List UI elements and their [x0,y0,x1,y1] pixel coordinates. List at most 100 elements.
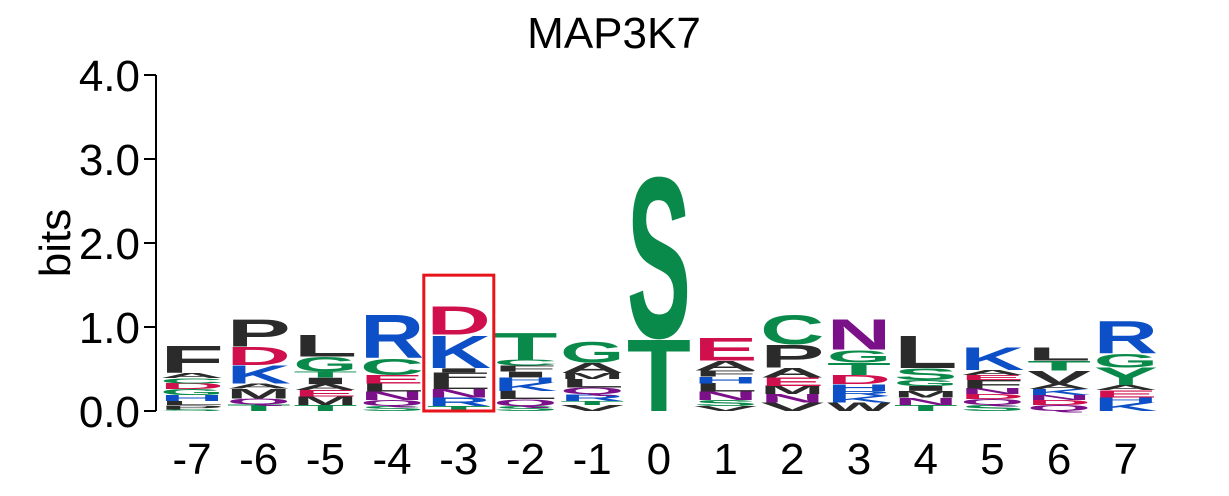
logo-letter: T [293,370,357,379]
logo-letter: E [694,331,758,367]
logo-letter: H [160,394,224,403]
x-tick-label: 3 [847,435,871,484]
logo-letter: C [494,358,558,367]
logo-letter: S [360,405,424,413]
logo-letter: N [427,387,491,400]
highlight-box [422,273,496,413]
logo-letter: F [427,370,491,383]
logo-letter: E [1094,388,1158,400]
x-tick-label: -3 [439,435,478,484]
logo-letter: W [827,401,891,414]
logo-letter: L [427,379,491,392]
x-tick-label: 5 [980,435,1004,484]
logo-letter: N [760,392,824,405]
logo-letter: M [227,386,291,402]
logo-letter: Q [360,399,424,408]
y-axis-ticks: 0.0 1.0 2.0 3.0 4.0 [79,52,156,437]
letter-stacks: SPLHGDCAFTQMAKDPTMEAITGLSQNLECRTRNLFIKDS… [160,131,1158,433]
logo-letter: I [494,370,558,379]
logo-letter: N [894,396,958,408]
logo-letter: L [894,327,958,379]
logo-letter: N [694,390,758,403]
logo-letter: F [160,339,224,382]
logo-letter: G [160,388,224,397]
logo-letter: C [160,377,224,385]
x-tick-label: 0 [647,435,671,484]
logo-letter: A [293,383,357,392]
x-tick-label: 6 [1047,435,1071,484]
logo-letter: D [160,382,224,391]
logo-letter: A [1027,383,1091,391]
logo-letter: I [427,367,491,374]
logo-letter: A [760,365,824,380]
logo-letter: D [427,298,491,344]
x-axis-ticks: -7 -6 -5 -4 -3 -2 -1 0 1 2 3 4 5 6 7 [172,435,1138,484]
logo-letter: T [827,359,891,379]
logo-letter: V [760,401,824,414]
logo-letter: T [293,404,357,413]
logo-letter: P [227,312,291,355]
logo-letter: H [494,376,558,384]
logo-letter: S [494,405,558,413]
logo-letter: K [227,360,291,389]
logo-letter: G [293,353,357,376]
logo-letter: D [227,342,291,371]
logo-letter: L [694,381,758,394]
logo-letter: E [760,375,824,388]
logo-letter: L [360,381,424,394]
logo-letter: A [160,372,224,380]
logo-letter: D [827,373,891,387]
logo-letter: N [960,387,1024,396]
logo-letter: E [960,374,1024,382]
x-tick-label: -7 [172,435,211,484]
logo-letter: S [960,404,1024,413]
logo-letter: Q [1027,404,1091,413]
x-tick-label: -2 [506,435,545,484]
logo-letter: K [960,341,1024,377]
logo-letter: H [827,383,891,393]
logo-letter: V [694,405,758,413]
x-tick-label: 1 [713,435,737,484]
logo-letter: A [1094,384,1158,392]
logo-letter: E [293,388,357,398]
logo-letter: T [560,400,624,407]
logo-letter: R [1094,312,1158,364]
logo-letter: M [760,384,824,397]
logo-letter: C [360,354,424,380]
logo-letter: E [360,373,424,386]
logo-letter: R [427,396,491,409]
y-tick-label: 3.0 [79,136,140,185]
chart-title: MAP3K7 [527,9,701,58]
logo-letter: T [894,404,958,413]
logo-letter: A [227,382,291,390]
logo-letter: K [1027,388,1091,397]
logo-letter: S [627,131,691,387]
logo-letter: A [694,358,758,373]
logo-letter: Q [560,386,624,396]
logo-letter: P [760,338,824,374]
y-axis-title: bits [31,209,80,277]
x-tick-label: 7 [1114,435,1138,484]
logo-letter: P [160,404,224,411]
logo-letter: Q [960,398,1024,407]
y-tick-label: 2.0 [79,220,140,269]
logo-letter: L [494,389,558,402]
logo-letter: L [293,328,357,363]
logo-letter: R [560,393,624,403]
x-tick-label: -6 [239,435,278,484]
logo-letter: D [960,393,1024,401]
logo-letter: Q [494,398,558,408]
logo-letter: G [894,379,958,388]
logo-letter: K [494,381,558,394]
logo-letter: R [360,303,424,372]
logo-letter: C [760,306,824,353]
logo-letter: G [1094,349,1158,371]
